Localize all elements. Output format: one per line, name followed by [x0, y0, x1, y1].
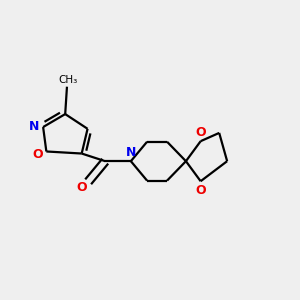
Text: O: O [195, 126, 206, 139]
Text: O: O [32, 148, 43, 161]
Text: O: O [76, 181, 87, 194]
Text: CH₃: CH₃ [59, 75, 78, 85]
Text: N: N [29, 120, 40, 133]
Text: O: O [195, 184, 206, 196]
Text: N: N [126, 146, 136, 159]
